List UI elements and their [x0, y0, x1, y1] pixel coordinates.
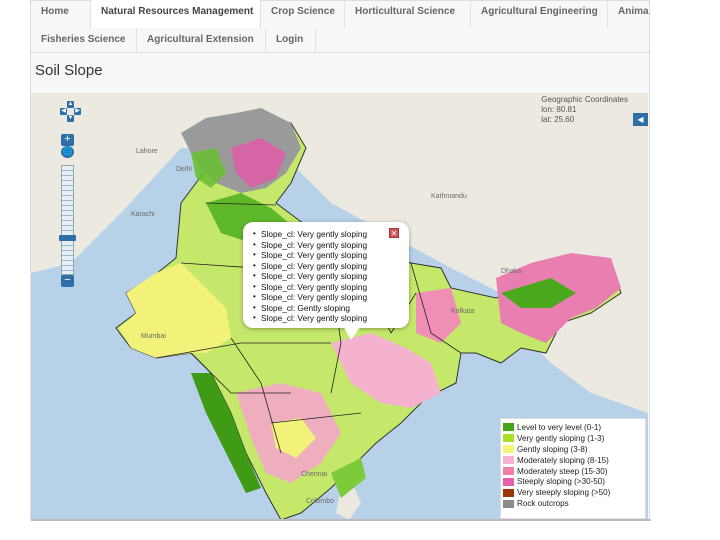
popup-list: Slope_cl: Very gently sloping Slope_cl: …: [251, 229, 409, 324]
legend-row: Very gently sloping (1-3): [503, 433, 645, 444]
map-label-karachi: Karachi: [131, 211, 155, 218]
nav-horticultural-science[interactable]: Horticultural Science: [345, 0, 471, 28]
pan-up-button[interactable]: ▲: [67, 101, 74, 108]
land-north: [31, 93, 648, 293]
popup-item: Slope_cl: Very gently sloping: [253, 292, 409, 303]
map-label-chennai: Chennai: [301, 471, 328, 478]
coords-lat: lat: 25.60: [541, 115, 575, 124]
nav-agricultural-engineering[interactable]: Agricultural Engineering: [471, 0, 608, 28]
map-label-lahore: Lahore: [136, 148, 158, 155]
legend-row: Moderately steep (15-30): [503, 466, 645, 477]
legend-swatch: [503, 423, 514, 432]
nav-crop-science[interactable]: Crop Science: [261, 0, 345, 28]
map-legend: Level to very level (0-1) Very gently sl…: [500, 418, 646, 519]
legend-swatch: [503, 467, 514, 475]
feature-info-popup: Slope_cl: Very gently sloping Slope_cl: …: [243, 222, 409, 340]
legend-label: Very steeply sloping (>50): [517, 488, 611, 498]
secondary-nav: Fisheries Science Agricultural Extension…: [31, 28, 651, 53]
legend-swatch: [503, 456, 514, 465]
popup-item: Slope_cl: Gently sloping: [253, 303, 409, 314]
map-label-dhaka: Dhaka: [501, 268, 522, 275]
legend-label: Very gently sloping (1-3): [517, 433, 605, 443]
popup-tail: [343, 326, 361, 340]
legend-swatch: [503, 477, 514, 486]
pan-down-button[interactable]: ▼: [67, 115, 74, 122]
nav-animal[interactable]: Anima: [618, 6, 649, 17]
legend-swatch: [503, 488, 514, 497]
legend-label: Gently sloping (3-8): [517, 444, 588, 454]
zone-central-pink: [331, 333, 441, 408]
layer-switcher-toggle[interactable]: ◀: [633, 113, 648, 126]
page-bottom-border: [31, 519, 651, 521]
legend-row: Rock outcrops: [503, 498, 645, 509]
zone-southeast-green: [331, 458, 366, 498]
nav-agricultural-extension[interactable]: Agricultural Extension: [137, 28, 266, 52]
pan-control: ▲ ◀ ▶ ▼: [60, 101, 82, 123]
popup-item: Slope_cl: Very gently sloping: [253, 250, 409, 261]
legend-row: Gently sloping (3-8): [503, 444, 645, 455]
popup-item: Slope_cl: Very gently sloping: [253, 282, 409, 293]
coords-title: Geographic Coordinates: [541, 95, 628, 104]
legend-swatch: [503, 445, 514, 454]
page-title: Soil Slope: [35, 62, 103, 79]
popup-item: Slope_cl: Very gently sloping: [253, 271, 409, 282]
nav-natural-resources[interactable]: Natural Resources Management: [91, 0, 261, 28]
legend-label: Rock outcrops: [517, 499, 569, 509]
zone-east-pink: [416, 288, 461, 343]
legend-swatch: [503, 434, 514, 443]
legend-row: Very steeply sloping (>50): [503, 487, 645, 498]
legend-label: Level to very level (0-1): [517, 422, 602, 432]
legend-label: Moderately steep (15-30): [517, 466, 608, 476]
legend-label: Steeply sloping (>30-50): [517, 477, 605, 487]
legend-label: Moderately sloping (8-15): [517, 455, 609, 465]
map-label-kolkata: Kolkata: [451, 308, 475, 315]
nav-home[interactable]: Home: [31, 0, 91, 28]
zoom-in-button[interactable]: +: [61, 134, 74, 146]
popup-item: Slope_cl: Very gently sloping: [253, 313, 409, 324]
zone-northeast-green: [501, 278, 576, 308]
zoom-world-button[interactable]: 🌐: [61, 146, 74, 158]
pan-right-button[interactable]: ▶: [74, 108, 81, 115]
map-label-colombo: Colombo: [306, 498, 335, 505]
nav-login[interactable]: Login: [266, 28, 316, 52]
legend-swatch: [503, 499, 514, 508]
zone-kashmir-pink: [231, 138, 286, 188]
map-label-delhi: Delhi: [176, 166, 192, 173]
legend-row: Level to very level (0-1): [503, 422, 645, 433]
primary-nav: Home Natural Resources Management Crop S…: [31, 0, 651, 28]
coords-lon: lon: 80.81: [541, 105, 577, 114]
zone-yellow-west: [119, 263, 231, 358]
zoom-slider-track[interactable]: [61, 165, 74, 275]
legend-row: Moderately sloping (8-15): [503, 455, 645, 466]
zoom-out-button[interactable]: −: [61, 275, 74, 287]
coordinate-readout: Geographic Coordinates lon: 80.81 lat: 2…: [541, 95, 628, 125]
zone-west-coast: [191, 373, 261, 493]
popup-item: Slope_cl: Very gently sloping: [253, 229, 409, 240]
globe-icon: 🌐: [62, 147, 73, 156]
zoom-slider-thumb[interactable]: [59, 235, 76, 241]
map-label-mumbai: Mumbai: [141, 333, 166, 340]
popup-close-button[interactable]: ✕: [389, 228, 399, 238]
zone-south-yellow: [271, 418, 316, 458]
legend-row: Steeply sloping (>30-50): [503, 476, 645, 487]
popup-item: Slope_cl: Very gently sloping: [253, 240, 409, 251]
map-label-kathmandu: Kathmandu: [431, 193, 467, 200]
pan-left-button[interactable]: ◀: [60, 108, 67, 115]
nav-fisheries-science[interactable]: Fisheries Science: [31, 28, 137, 52]
popup-item: Slope_cl: Very gently sloping: [253, 261, 409, 272]
zone-kashmir-green: [191, 148, 226, 188]
